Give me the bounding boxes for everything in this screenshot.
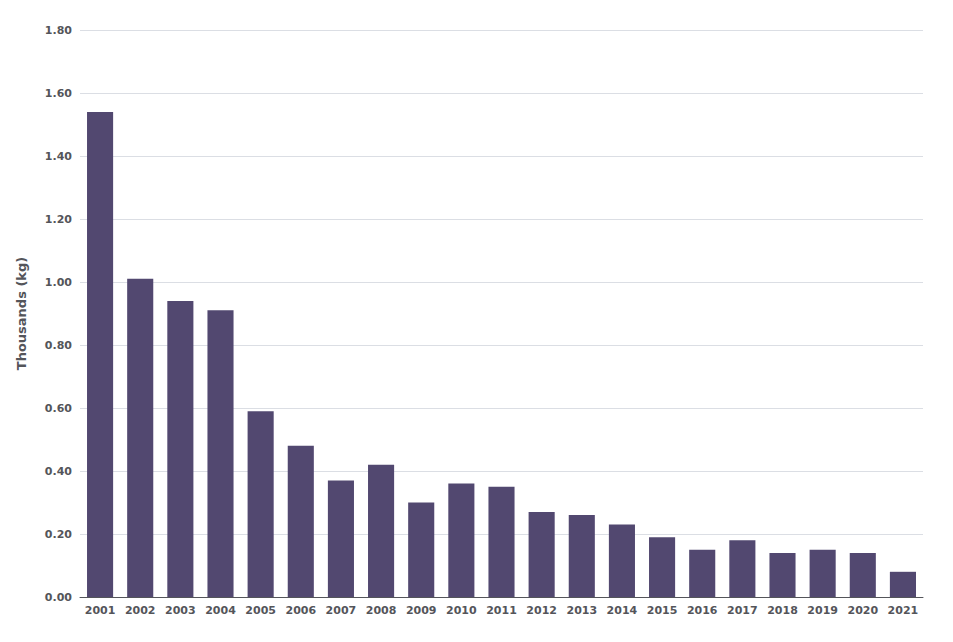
svg-text:2018: 2018 bbox=[767, 604, 798, 617]
svg-text:0.60: 0.60 bbox=[45, 402, 72, 415]
svg-text:2014: 2014 bbox=[607, 604, 638, 617]
svg-text:2002: 2002 bbox=[125, 604, 156, 617]
svg-text:Thousands (kg): Thousands (kg) bbox=[14, 257, 29, 370]
svg-text:2008: 2008 bbox=[366, 604, 397, 617]
svg-text:2001: 2001 bbox=[85, 604, 116, 617]
svg-text:1.20: 1.20 bbox=[45, 213, 72, 226]
svg-text:0.00: 0.00 bbox=[45, 591, 72, 604]
svg-text:2009: 2009 bbox=[406, 604, 437, 617]
svg-text:1.00: 1.00 bbox=[45, 276, 72, 289]
svg-text:2015: 2015 bbox=[647, 604, 678, 617]
svg-text:2006: 2006 bbox=[285, 604, 316, 617]
svg-text:1.40: 1.40 bbox=[45, 150, 72, 163]
svg-text:0.40: 0.40 bbox=[45, 465, 72, 478]
svg-text:2010: 2010 bbox=[446, 604, 477, 617]
svg-text:0.80: 0.80 bbox=[45, 339, 72, 352]
svg-text:2003: 2003 bbox=[165, 604, 196, 617]
svg-text:2007: 2007 bbox=[326, 604, 357, 617]
svg-text:2013: 2013 bbox=[566, 604, 597, 617]
svg-text:1.80: 1.80 bbox=[45, 24, 72, 37]
svg-text:2019: 2019 bbox=[807, 604, 838, 617]
svg-text:2011: 2011 bbox=[486, 604, 517, 617]
svg-text:2016: 2016 bbox=[687, 604, 718, 617]
svg-text:2020: 2020 bbox=[847, 604, 878, 617]
svg-text:2021: 2021 bbox=[888, 604, 919, 617]
svg-text:2004: 2004 bbox=[205, 604, 236, 617]
svg-text:2012: 2012 bbox=[526, 604, 557, 617]
svg-text:2005: 2005 bbox=[245, 604, 276, 617]
svg-text:1.60: 1.60 bbox=[45, 87, 72, 100]
svg-text:2017: 2017 bbox=[727, 604, 758, 617]
svg-text:0.20: 0.20 bbox=[45, 528, 72, 541]
